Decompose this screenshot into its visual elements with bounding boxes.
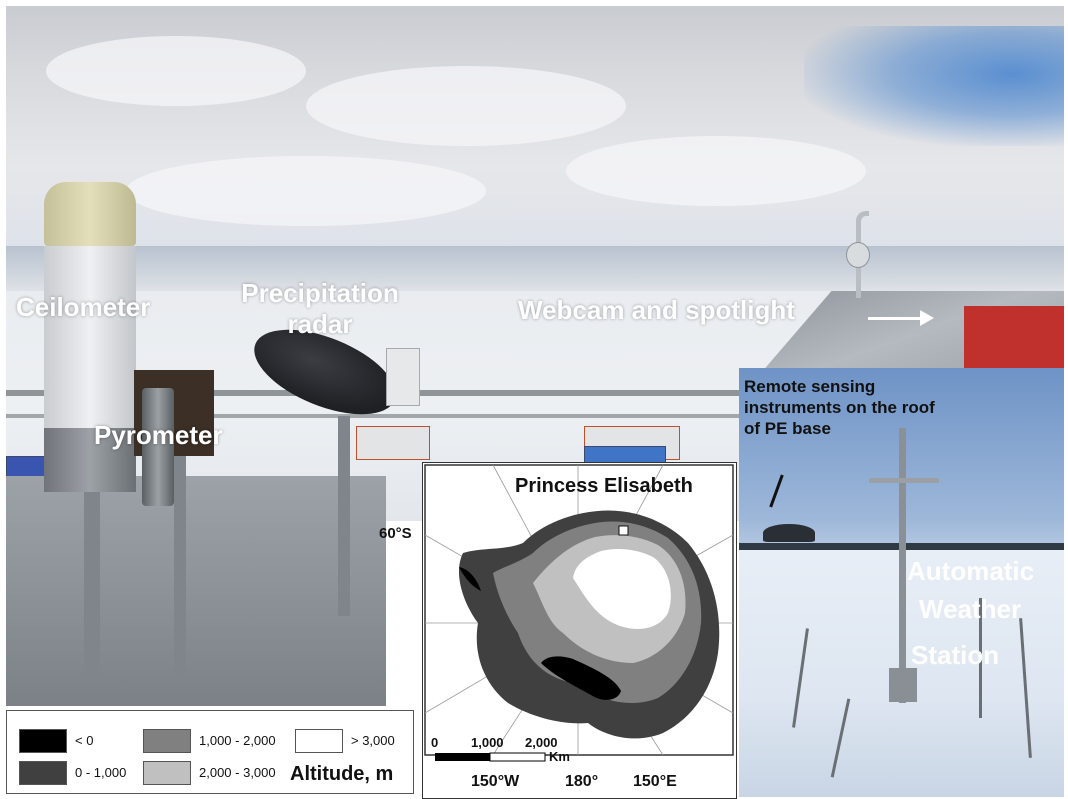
longitude-label: 180° bbox=[565, 773, 599, 790]
pyrometer-instrument bbox=[142, 388, 174, 506]
legend-swatch bbox=[143, 729, 191, 753]
remote-sensing-annotation: Remote sensing instruments on the roof o… bbox=[744, 377, 935, 438]
station-roof-red bbox=[964, 306, 1064, 371]
legend-item-label: < 0 bbox=[75, 733, 94, 748]
legend-swatch bbox=[19, 729, 67, 753]
weather-station-mast bbox=[899, 428, 906, 703]
latitude-label: 60°S bbox=[379, 525, 412, 542]
logger-box bbox=[889, 668, 917, 702]
legend-item-label: 0 - 1,000 bbox=[75, 765, 127, 780]
pyrometer-label: Pyrometer bbox=[94, 420, 223, 450]
railing bbox=[6, 414, 746, 418]
webcam-arrow-head bbox=[920, 310, 934, 326]
precipitation-radar-label: Precipitation radar bbox=[241, 278, 399, 339]
legend-swatch bbox=[143, 761, 191, 785]
scale-unit: Km bbox=[549, 749, 570, 764]
legend-item-label: 2,000 - 3,000 bbox=[199, 765, 276, 780]
roof-deck bbox=[6, 476, 386, 706]
blue-sky-patch bbox=[804, 26, 1064, 146]
instrument-pole bbox=[174, 456, 186, 676]
altitude-legend: < 0 0 - 1,000 1,000 - 2,000 2,000 - 3,00… bbox=[6, 710, 414, 794]
scale-tick: 2,000 bbox=[525, 735, 558, 750]
cloud bbox=[126, 156, 486, 226]
webcam-arrow bbox=[868, 317, 924, 320]
webcam-dome bbox=[846, 242, 870, 268]
legend-item-label: 1,000 - 2,000 bbox=[199, 733, 276, 748]
aws-photo: Remote sensing instruments on the roof o… bbox=[739, 368, 1064, 797]
cloud bbox=[46, 36, 306, 106]
container-white bbox=[356, 426, 430, 460]
legend-swatch bbox=[295, 729, 343, 753]
aws-label-line2: Weather bbox=[919, 594, 1022, 624]
webcam-label: Webcam and spotlight bbox=[518, 295, 795, 325]
stake bbox=[979, 598, 982, 718]
longitude-label: 150°E bbox=[633, 773, 677, 790]
antarctica-map-panel: 60°S Princess Elisabeth 0 1,000 2,000 Km bbox=[379, 462, 737, 799]
ceilometer-label: Ceilometer bbox=[16, 292, 151, 322]
cloud bbox=[566, 136, 866, 206]
aws-label-line3: Station bbox=[911, 640, 1000, 670]
ceilometer-instrument bbox=[44, 182, 136, 492]
scale-tick: 0 bbox=[431, 735, 439, 750]
sensor-crossarm bbox=[869, 478, 939, 483]
pe-base-building bbox=[763, 524, 815, 542]
radar-electronics-box bbox=[386, 348, 420, 406]
longitude-label: 150°W bbox=[471, 773, 520, 790]
cloud bbox=[306, 66, 626, 146]
instrument-pole bbox=[84, 492, 100, 682]
legend-item-label: > 3,000 bbox=[351, 733, 395, 748]
antarctica-map bbox=[424, 464, 734, 762]
scale-tick: 1,000 bbox=[471, 735, 504, 750]
map-title: Princess Elisabeth bbox=[515, 475, 693, 497]
legend-title: Altitude, m bbox=[290, 763, 394, 785]
instrument-pole bbox=[338, 416, 350, 616]
aws-label-line1: Automatic bbox=[907, 556, 1035, 586]
legend-swatch bbox=[19, 761, 67, 785]
annotation-arrow bbox=[769, 474, 784, 508]
